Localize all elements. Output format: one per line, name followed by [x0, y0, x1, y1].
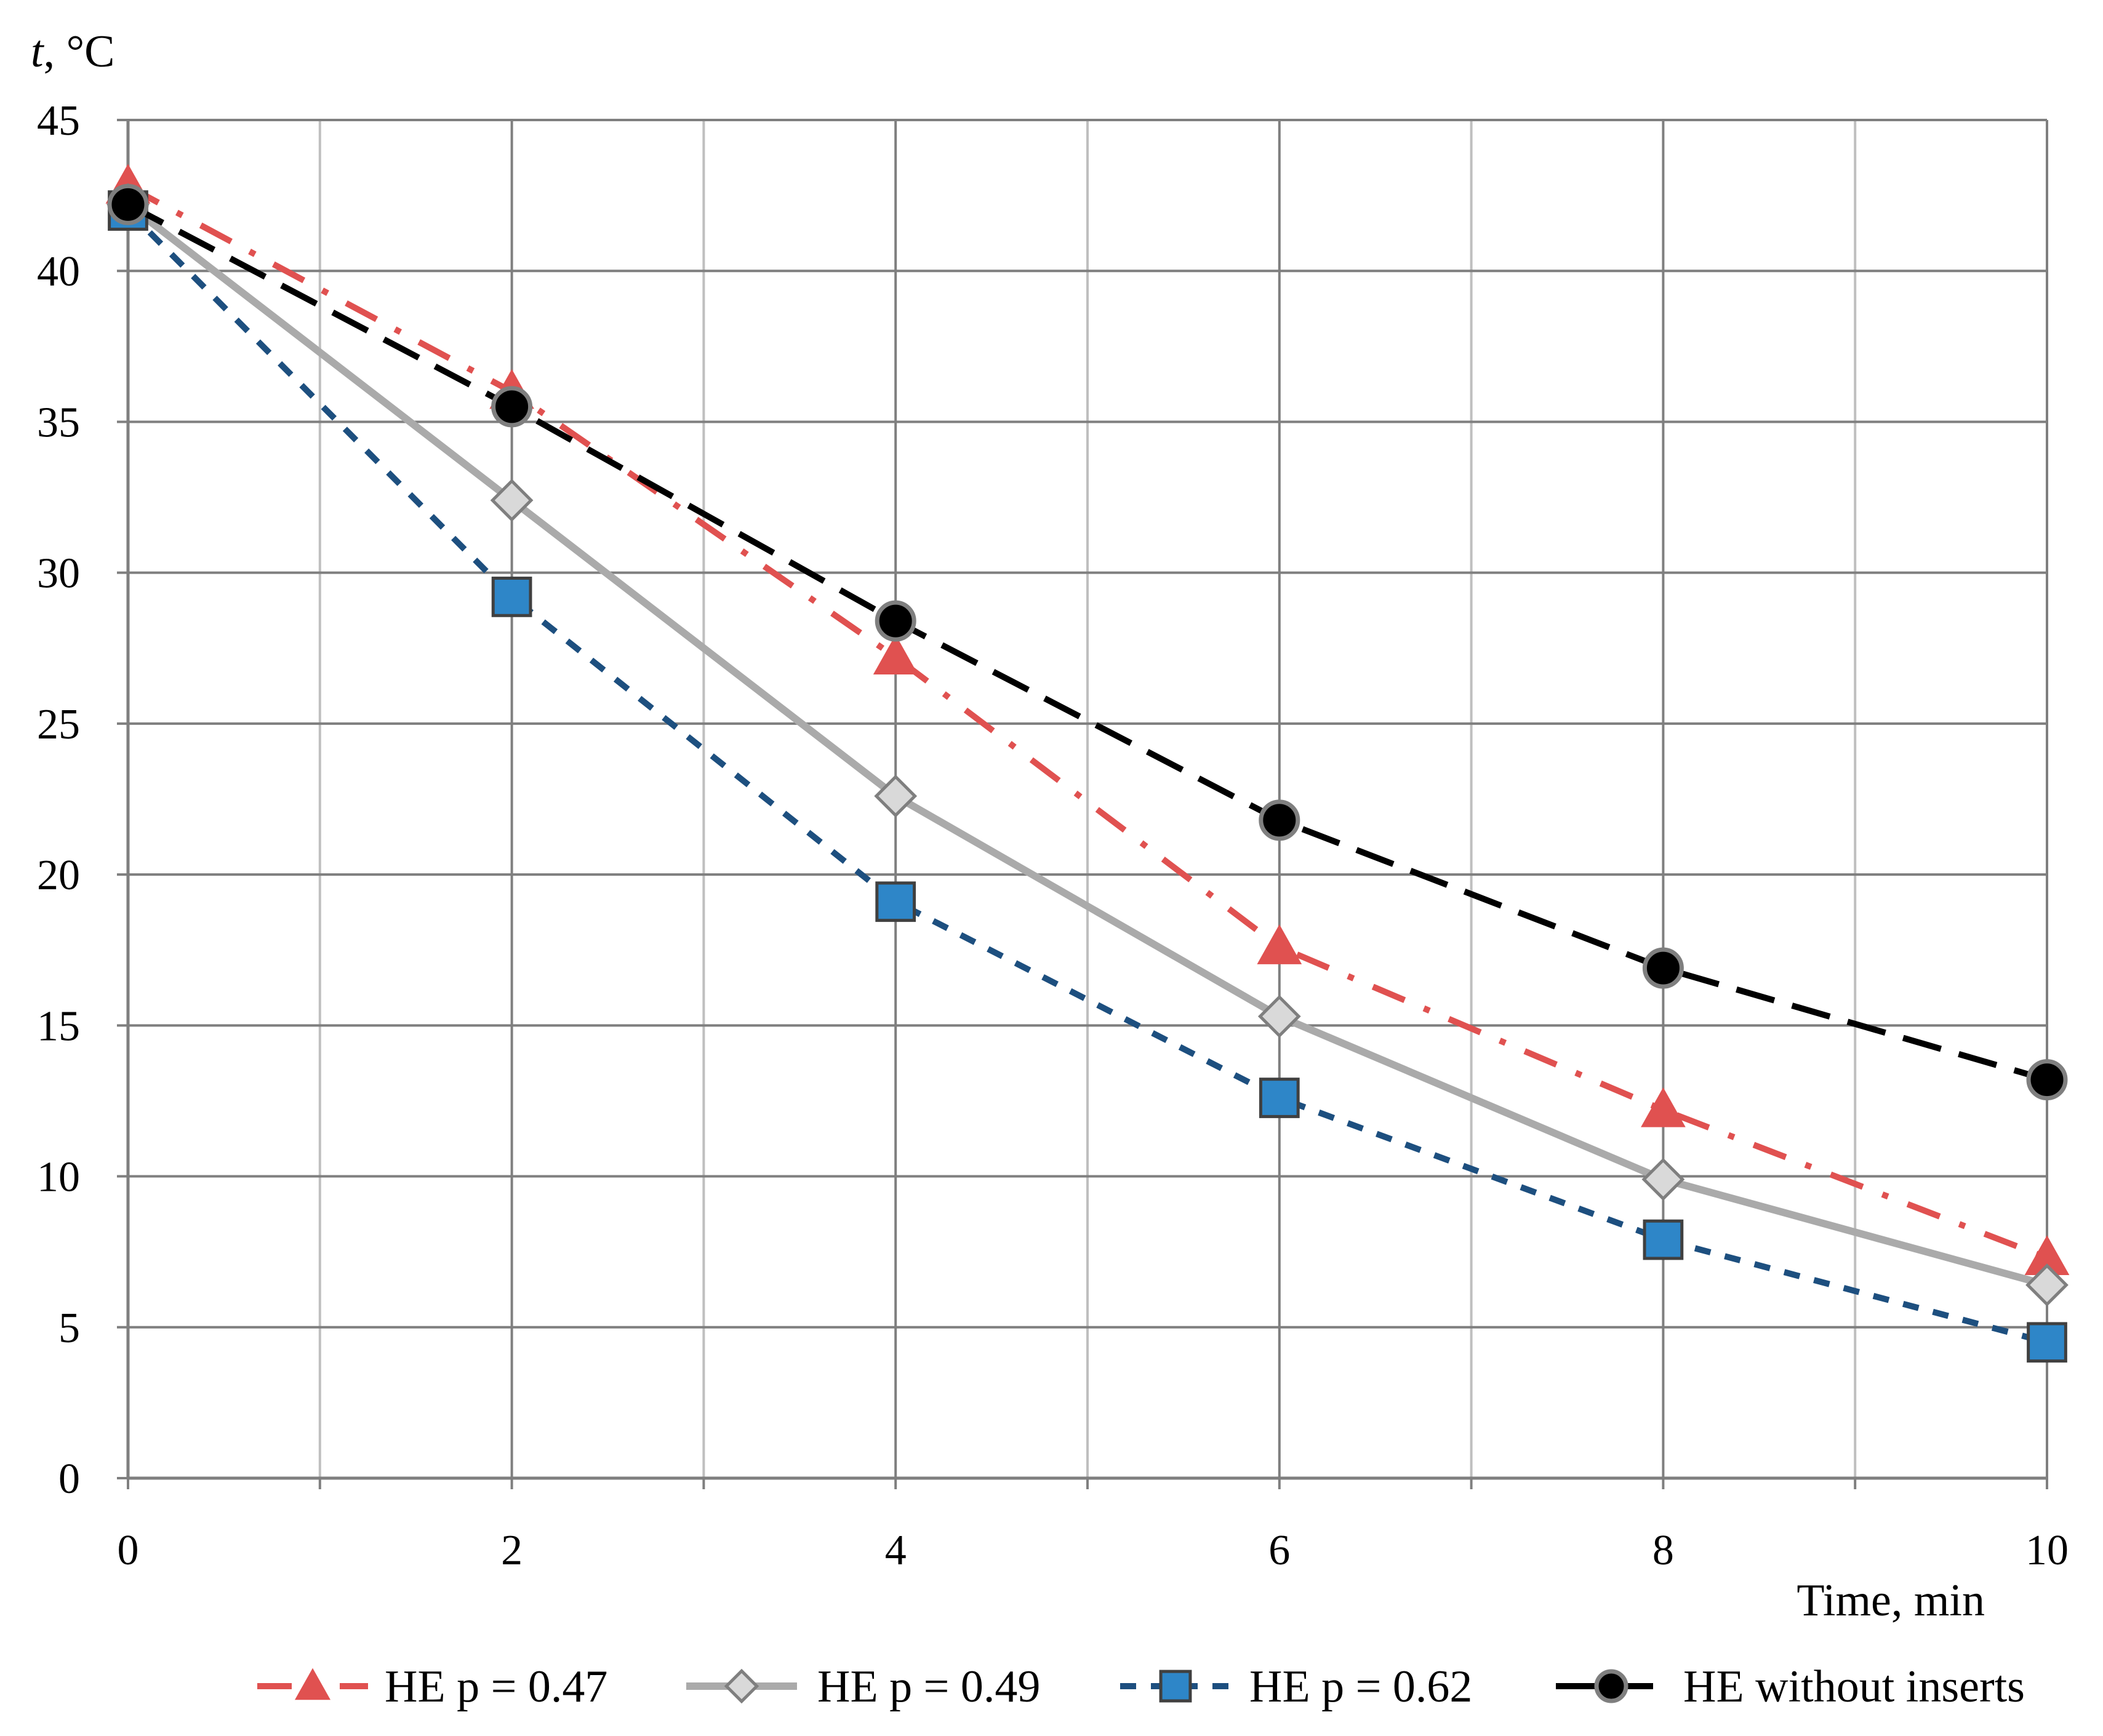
x-tick-label: 4: [885, 1527, 907, 1574]
series-line: [126, 201, 2048, 1083]
legend-label: HE p = 0.47: [385, 1662, 607, 1712]
data-point: [875, 600, 916, 642]
data-point: [1642, 947, 1684, 989]
y-tick-label: 30: [37, 550, 80, 598]
y-tick-label: 5: [58, 1305, 80, 1352]
y-tick-label: 45: [37, 97, 80, 145]
axes: [117, 119, 2048, 1489]
y-tick-label: 40: [37, 248, 80, 295]
y-tick-label: 15: [37, 1002, 80, 1050]
data-point: [490, 479, 534, 522]
legend-label: HE p = 0.62: [1249, 1662, 1472, 1712]
y-axis-title: t, °C: [31, 26, 115, 77]
legend-entry: HE p = 0.62: [1120, 1662, 1472, 1712]
data-point: [1643, 1219, 1684, 1260]
x-tick-label: 10: [2025, 1527, 2069, 1574]
data-point: [491, 577, 532, 617]
legend-entry: HE without inserts: [1556, 1662, 2025, 1712]
data-point: [873, 634, 918, 675]
data-point: [2027, 1322, 2067, 1363]
data-point: [1259, 1078, 1300, 1118]
legend-marker: [1594, 1669, 1628, 1703]
x-tick-label: 0: [118, 1527, 139, 1574]
y-tick-label: 0: [58, 1455, 80, 1503]
legend-label: HE without inserts: [1683, 1662, 2025, 1712]
series-line: [126, 183, 2048, 1261]
x-tick-label: 8: [1652, 1527, 1674, 1574]
series-4: [107, 183, 2068, 1101]
y-tick-label: 35: [37, 399, 80, 446]
y-tick-label: 25: [37, 701, 80, 748]
data-point: [2025, 1263, 2069, 1307]
tick-labels: 0 5 10 15 20 25 30 35 40 45 0 2 4 6 8 10: [37, 97, 2069, 1574]
data-point: [1257, 994, 1301, 1038]
series-line: [126, 208, 2048, 1346]
legend: HE p = 0.47 HE p = 0.49 HE p = 0.62 HE with…: [257, 1662, 2025, 1712]
legend-label: HE p = 0.49: [817, 1662, 1040, 1712]
data-point: [1641, 1158, 1685, 1201]
data-point: [875, 881, 916, 922]
y-axis-variable: t: [31, 26, 45, 77]
legend-entry: HE p = 0.47: [257, 1662, 607, 1712]
data-point: [874, 774, 918, 818]
grid-lines: [128, 119, 2048, 1478]
data-point: [1257, 924, 1302, 964]
data-point: [2026, 1059, 2068, 1101]
data-point: [1259, 799, 1300, 841]
data-point: [1641, 1087, 1686, 1127]
x-tick-label: 6: [1268, 1527, 1290, 1574]
legend-entry: HE p = 0.49: [686, 1662, 1040, 1712]
y-axis-unit: , °C: [44, 26, 115, 77]
series-layer: [105, 164, 2070, 1363]
x-tick-label: 2: [501, 1527, 523, 1574]
data-point: [107, 183, 149, 225]
data-point: [491, 386, 533, 428]
y-tick-label: 10: [37, 1154, 80, 1201]
y-tick-label: 20: [37, 852, 80, 899]
legend-marker: [294, 1668, 331, 1700]
legend-marker: [1159, 1670, 1192, 1703]
x-axis-title: Time, min: [1797, 1575, 1985, 1626]
series-line: [126, 201, 2048, 1289]
legend-marker: [724, 1668, 759, 1704]
